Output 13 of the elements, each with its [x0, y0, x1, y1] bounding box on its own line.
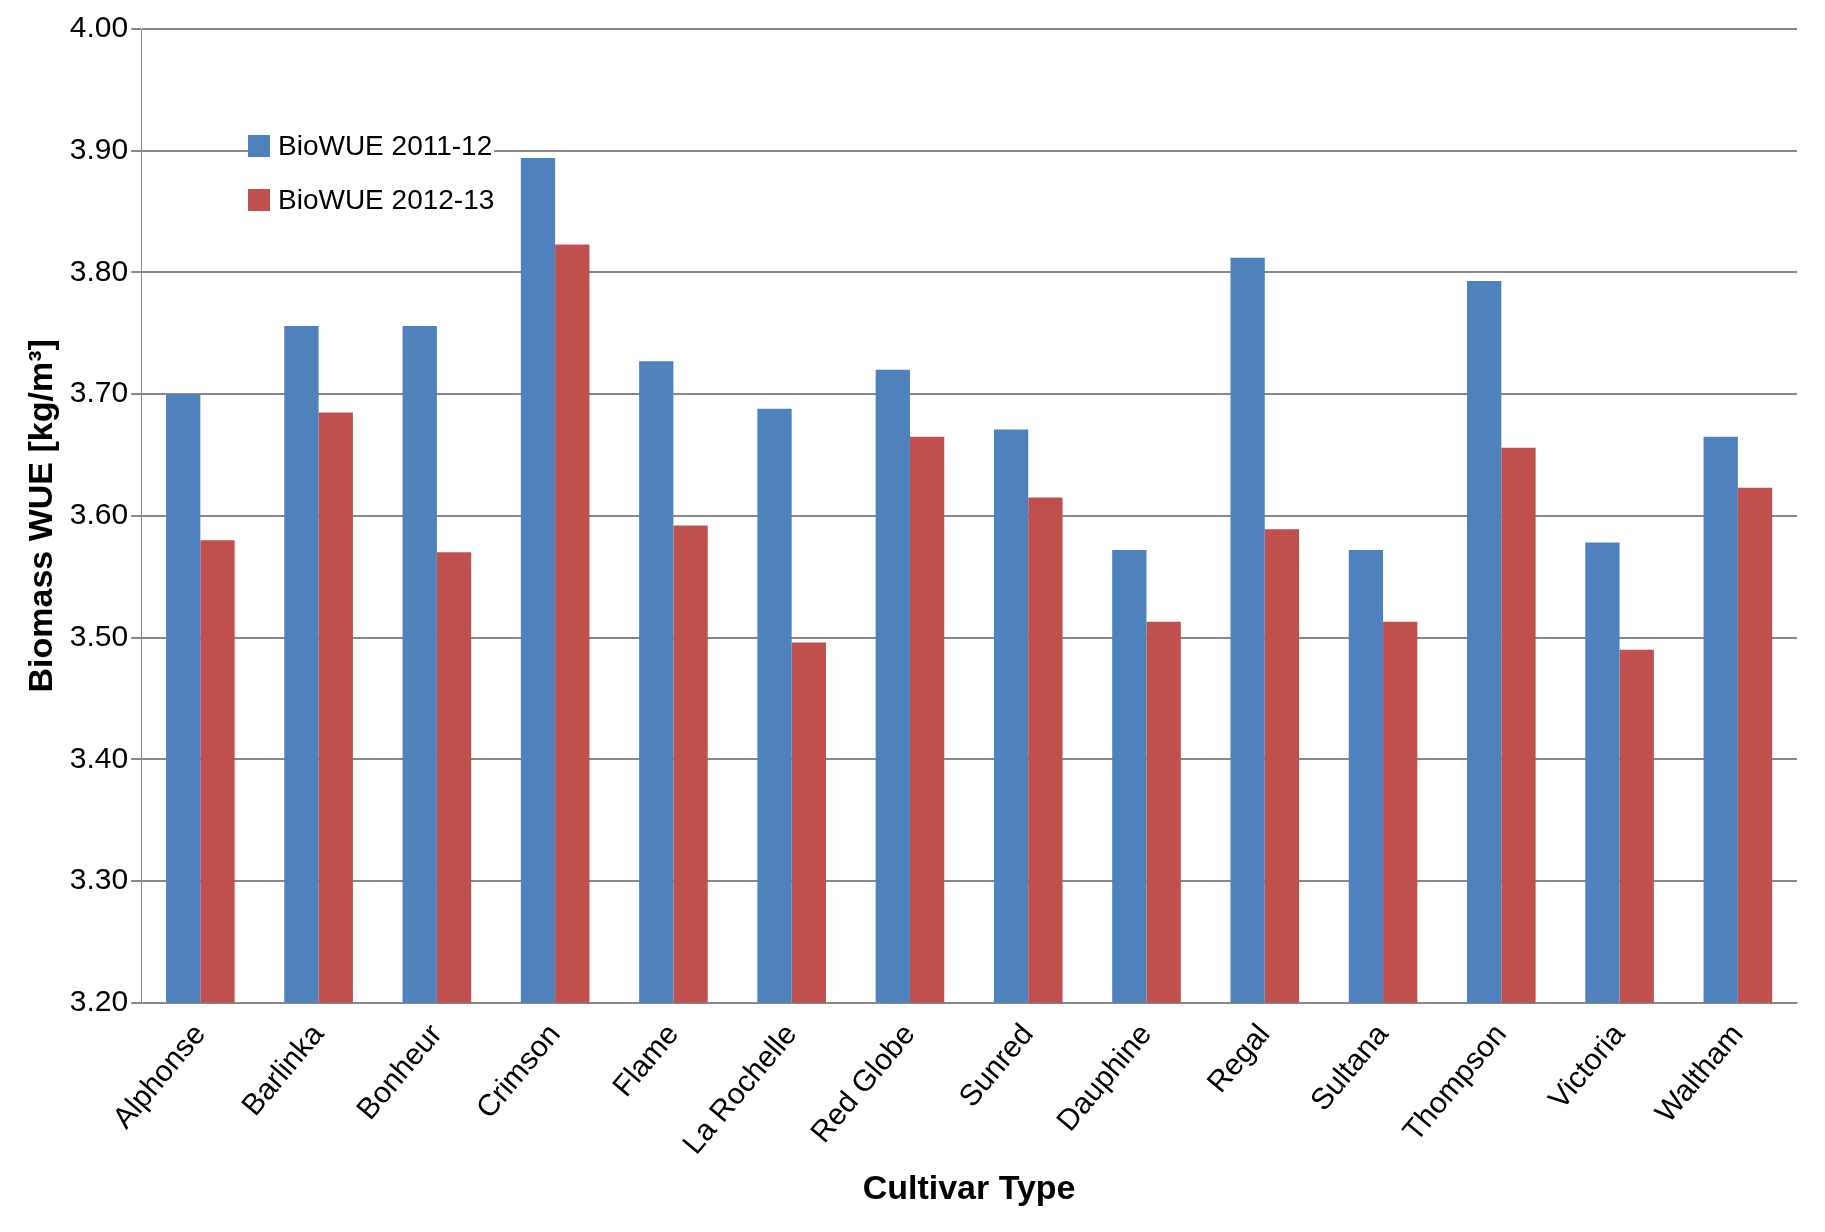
- y-tick-label: 3.80: [69, 253, 129, 287]
- y-axis-title: Biomass WUE [kg/m³]: [20, 339, 59, 693]
- x-axis-title: Cultivar Type: [862, 1167, 1076, 1206]
- y-tick-label: 3.30: [69, 862, 129, 896]
- y-tick-label: 3.90: [69, 131, 129, 165]
- y-tick-label: 3.50: [69, 618, 129, 652]
- y-tick-label: 3.20: [69, 983, 129, 1017]
- y-tick-label: 3.40: [69, 740, 129, 774]
- y-tick-label: 3.70: [69, 375, 129, 409]
- legend-label: BioWUE 2011-12: [278, 130, 493, 162]
- y-tick-label: 4.00: [69, 10, 129, 44]
- y-tick-label: 3.60: [69, 497, 129, 531]
- legend-label: BioWUE 2012-13: [278, 184, 495, 216]
